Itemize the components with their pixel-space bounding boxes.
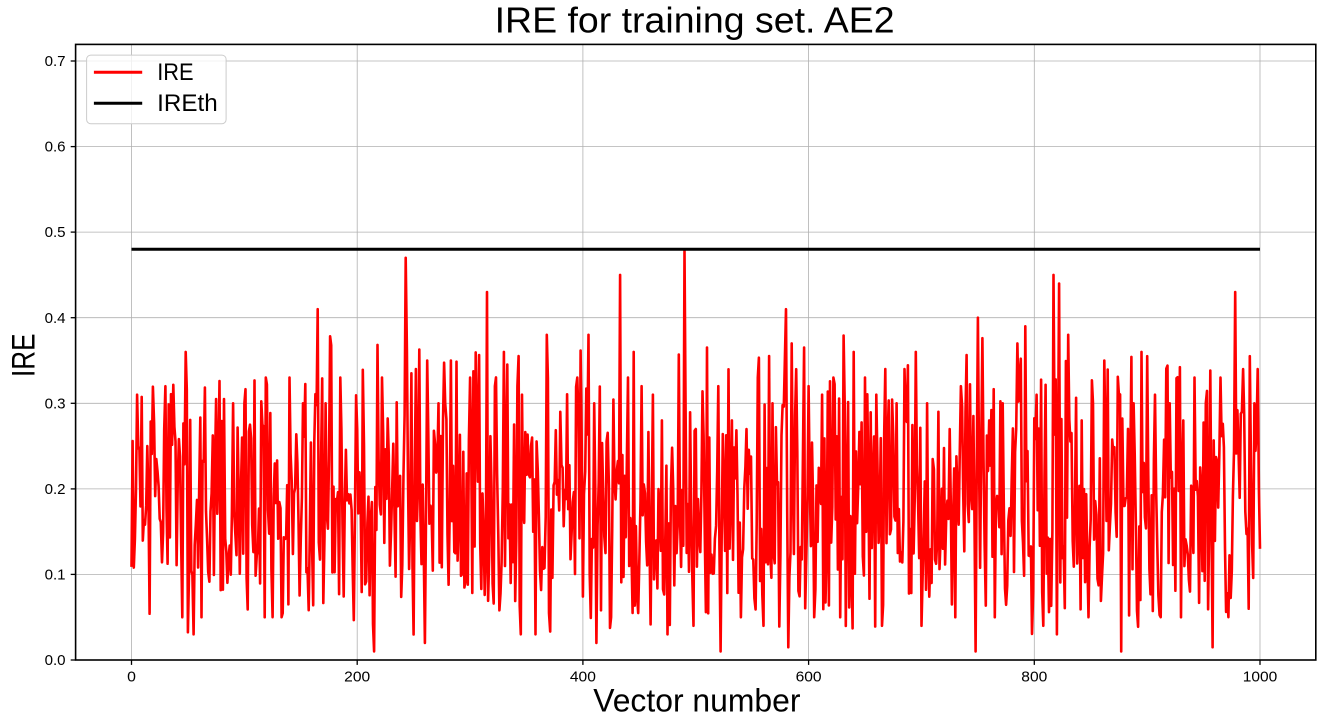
svg-text:400: 400	[570, 669, 596, 685]
svg-text:0.2: 0.2	[45, 482, 66, 498]
svg-text:0.3: 0.3	[45, 396, 66, 412]
svg-text:0.1: 0.1	[45, 568, 66, 584]
svg-text:200: 200	[344, 669, 370, 685]
svg-text:0: 0	[127, 669, 136, 685]
svg-text:0.5: 0.5	[45, 225, 66, 241]
svg-text:Vector number: Vector number	[593, 682, 801, 718]
svg-text:IRE: IRE	[157, 60, 193, 86]
svg-text:IRE: IRE	[5, 334, 41, 378]
svg-text:0.6: 0.6	[45, 140, 66, 156]
svg-text:0.0: 0.0	[45, 653, 66, 669]
svg-text:0.7: 0.7	[45, 54, 66, 70]
svg-text:IREth: IREth	[157, 91, 218, 117]
svg-text:800: 800	[1021, 669, 1047, 685]
svg-text:IRE for training set. AE2: IRE for training set. AE2	[495, 0, 895, 41]
svg-text:0.4: 0.4	[45, 311, 66, 327]
svg-text:1000: 1000	[1243, 669, 1278, 685]
svg-text:600: 600	[796, 669, 822, 685]
